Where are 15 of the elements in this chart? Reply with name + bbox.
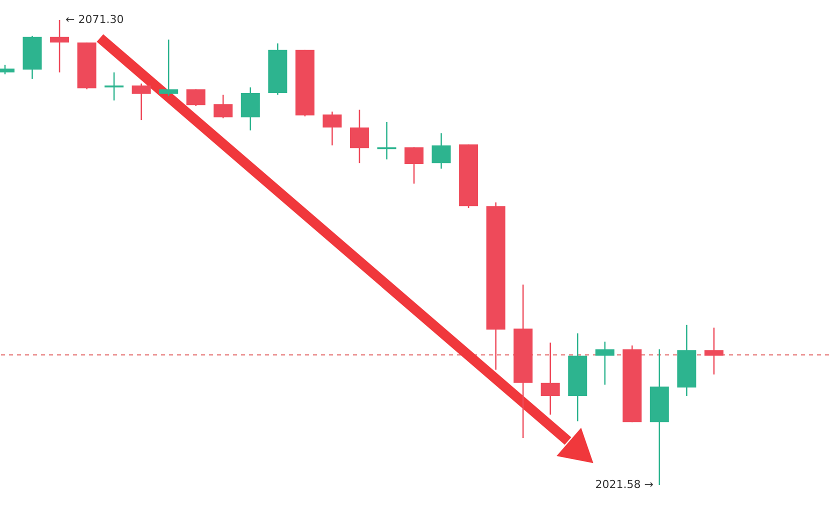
annotation: 2021.58 → <box>595 478 654 491</box>
candlestick <box>322 111 342 146</box>
candlestick <box>540 342 560 416</box>
candlestick <box>214 94 233 119</box>
candlestick <box>432 132 451 170</box>
candlestick <box>404 146 424 184</box>
candlestick <box>595 341 614 386</box>
candlestick <box>350 109 369 164</box>
candlestick <box>104 72 124 102</box>
candlestick <box>186 88 206 107</box>
candlestick <box>159 38 178 96</box>
candlestick <box>377 121 396 160</box>
candlestick <box>132 82 151 121</box>
annotation: ← 2071.30 <box>66 13 124 26</box>
candlestick <box>704 327 724 376</box>
